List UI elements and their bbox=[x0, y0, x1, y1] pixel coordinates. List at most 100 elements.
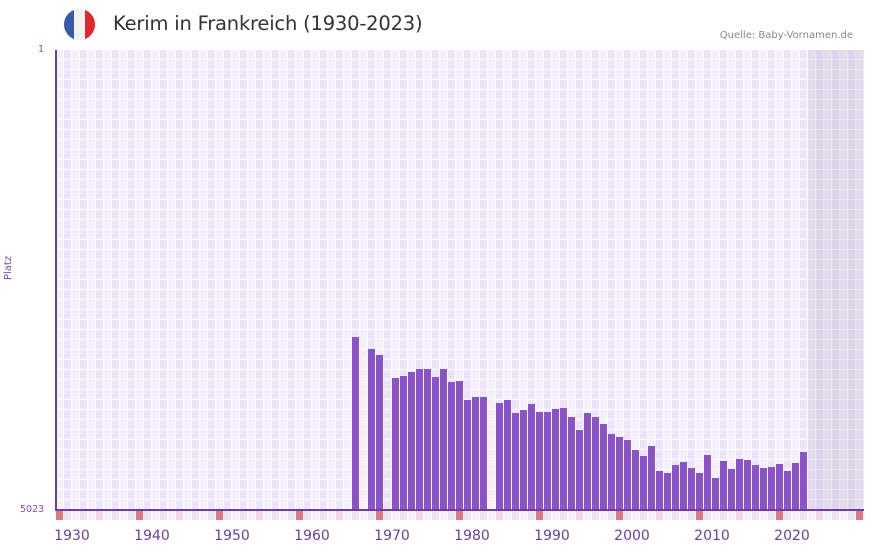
year-marker bbox=[664, 511, 671, 520]
bar-1996[interactable] bbox=[584, 413, 591, 510]
bar-1973[interactable] bbox=[400, 376, 407, 510]
bar-1988[interactable] bbox=[520, 410, 527, 510]
y-axis-line bbox=[55, 50, 57, 511]
flag-blue-stripe bbox=[64, 9, 75, 40]
bar-1999[interactable] bbox=[608, 434, 615, 510]
bar-2014[interactable] bbox=[728, 469, 735, 510]
bar-1989[interactable] bbox=[528, 404, 535, 510]
bar-1994[interactable] bbox=[568, 417, 575, 510]
bar-1981[interactable] bbox=[464, 400, 471, 510]
bar-2007[interactable] bbox=[672, 465, 679, 510]
year-marker bbox=[832, 511, 839, 520]
year-marker bbox=[72, 511, 79, 520]
bar-2023[interactable] bbox=[800, 452, 807, 510]
year-marker bbox=[200, 511, 207, 520]
decade-marker bbox=[136, 511, 143, 520]
year-marker bbox=[192, 511, 199, 520]
year-marker bbox=[408, 511, 415, 520]
bar-1990[interactable] bbox=[536, 412, 543, 510]
half-decade-marker bbox=[736, 511, 743, 520]
flag-red-stripe bbox=[84, 9, 95, 40]
bar-1995[interactable] bbox=[576, 430, 583, 510]
bar-2013[interactable] bbox=[720, 460, 727, 510]
bar-1986[interactable] bbox=[504, 400, 511, 510]
year-marker bbox=[224, 511, 231, 520]
bar-1969[interactable] bbox=[368, 349, 375, 510]
year-marker bbox=[272, 511, 279, 520]
bar-2011[interactable] bbox=[704, 455, 711, 510]
year-marker bbox=[792, 511, 799, 520]
year-marker bbox=[448, 511, 455, 520]
y-tick-top: 1 bbox=[38, 44, 45, 55]
bar-1974[interactable] bbox=[408, 372, 415, 510]
bar-1985[interactable] bbox=[496, 403, 503, 510]
bar-2001[interactable] bbox=[624, 440, 631, 510]
bar-2020[interactable] bbox=[776, 464, 783, 510]
year-marker bbox=[344, 511, 351, 520]
bar-2010[interactable] bbox=[696, 473, 703, 510]
year-marker bbox=[552, 511, 559, 520]
bar-1980[interactable] bbox=[456, 381, 463, 510]
year-marker bbox=[144, 511, 151, 520]
bar-1991[interactable] bbox=[544, 412, 551, 510]
bar-1972[interactable] bbox=[392, 378, 399, 510]
bar-2016[interactable] bbox=[744, 460, 751, 510]
bar-1978[interactable] bbox=[440, 369, 447, 510]
bar-2006[interactable] bbox=[664, 473, 671, 510]
bar-2012[interactable] bbox=[712, 478, 719, 510]
year-marker bbox=[568, 511, 575, 520]
year-marker bbox=[712, 511, 719, 520]
year-marker bbox=[624, 511, 631, 520]
year-marker bbox=[88, 511, 95, 520]
x-tick-label-2000: 2000 bbox=[614, 528, 650, 544]
bar-2018[interactable] bbox=[760, 468, 767, 510]
year-marker bbox=[528, 511, 535, 520]
bar-1977[interactable] bbox=[432, 377, 439, 510]
year-marker bbox=[64, 511, 71, 520]
bar-2019[interactable] bbox=[768, 467, 775, 510]
decade-marker bbox=[696, 511, 703, 520]
bar-1987[interactable] bbox=[512, 413, 519, 510]
half-decade-marker bbox=[576, 511, 583, 520]
year-marker bbox=[600, 511, 607, 520]
half-decade-marker bbox=[496, 511, 503, 520]
half-decade-marker bbox=[416, 511, 423, 520]
year-marker bbox=[440, 511, 447, 520]
bar-2009[interactable] bbox=[688, 468, 695, 510]
source-link[interactable]: Quelle: Baby-Vornamen.de bbox=[719, 30, 853, 41]
bar-2004[interactable] bbox=[648, 446, 655, 510]
bar-1967[interactable] bbox=[352, 337, 359, 510]
bar-2003[interactable] bbox=[640, 456, 647, 510]
half-decade-marker bbox=[96, 511, 103, 520]
year-marker bbox=[368, 511, 375, 520]
decade-marker bbox=[776, 511, 783, 520]
bar-1997[interactable] bbox=[592, 417, 599, 510]
bar-1979[interactable] bbox=[448, 382, 455, 510]
bar-2008[interactable] bbox=[680, 462, 687, 510]
year-marker bbox=[848, 511, 855, 520]
half-decade-marker bbox=[816, 511, 823, 520]
bar-2015[interactable] bbox=[736, 459, 743, 510]
year-marker bbox=[352, 511, 359, 520]
year-marker bbox=[152, 511, 159, 520]
year-marker bbox=[640, 511, 647, 520]
bar-1998[interactable] bbox=[600, 423, 607, 510]
bar-2021[interactable] bbox=[784, 471, 791, 510]
bar-1992[interactable] bbox=[552, 409, 559, 510]
bar-1983[interactable] bbox=[480, 397, 487, 510]
bar-1982[interactable] bbox=[472, 397, 479, 510]
decade-marker bbox=[456, 511, 463, 520]
bar-1976[interactable] bbox=[424, 369, 431, 510]
bar-2017[interactable] bbox=[752, 465, 759, 510]
bar-2002[interactable] bbox=[632, 450, 639, 510]
bar-1970[interactable] bbox=[376, 355, 383, 510]
half-decade-marker bbox=[176, 511, 183, 520]
bar-2005[interactable] bbox=[656, 471, 663, 510]
year-marker bbox=[592, 511, 599, 520]
bar-2000[interactable] bbox=[616, 436, 623, 510]
year-marker bbox=[760, 511, 767, 520]
bar-2022[interactable] bbox=[792, 463, 799, 510]
bar-1993[interactable] bbox=[560, 408, 567, 510]
half-decade-marker bbox=[336, 511, 343, 520]
bar-1975[interactable] bbox=[416, 369, 423, 510]
